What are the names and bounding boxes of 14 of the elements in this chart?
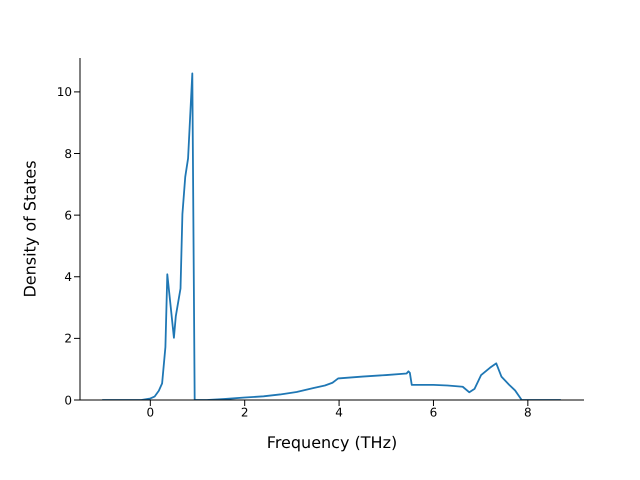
y-tick-label: 2	[64, 332, 72, 346]
x-axis-title: Frequency (THz)	[266, 433, 398, 452]
y-axis-title: Density of States	[20, 160, 40, 298]
y-tick-label: 10	[56, 85, 72, 100]
x-tick-label: 0	[146, 406, 154, 420]
y-tick-label: 0	[64, 393, 72, 408]
x-tick-label: 2	[240, 406, 249, 420]
line-series	[101, 72, 562, 400]
y-tick-label: 4	[64, 270, 72, 284]
x-tick-label: 6	[430, 406, 438, 420]
x-tick-label: 4	[335, 406, 343, 420]
x-tick-label: 8	[524, 406, 532, 420]
y-tick-label: 6	[64, 208, 72, 222]
y-tick-label: 8	[64, 146, 72, 161]
